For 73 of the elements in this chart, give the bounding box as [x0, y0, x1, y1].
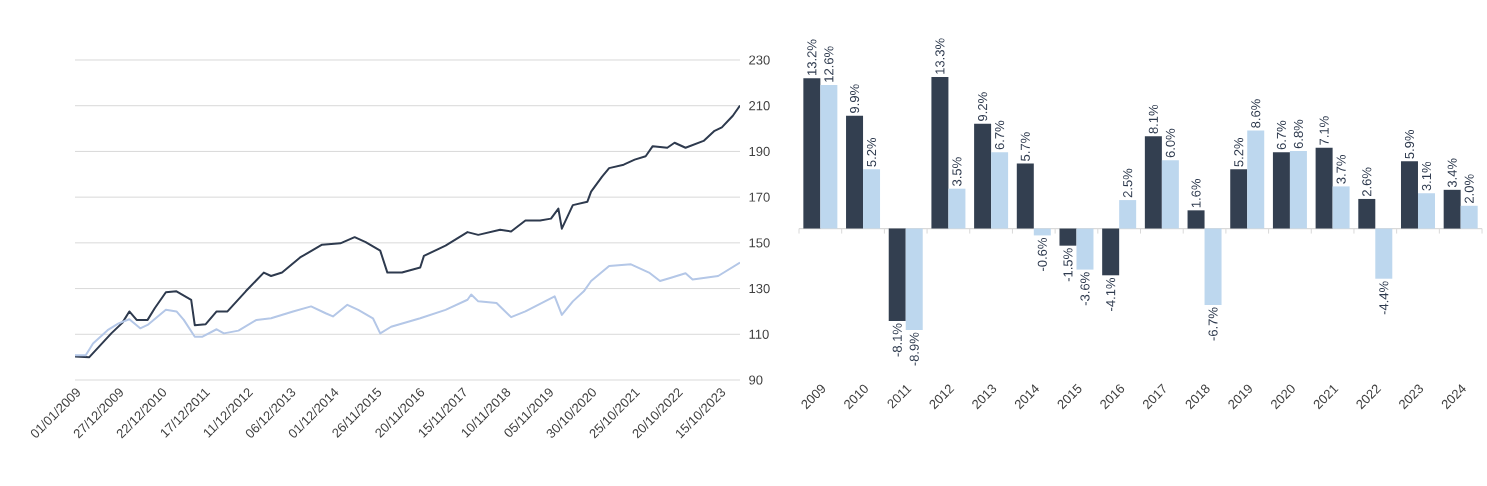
bar — [974, 123, 992, 229]
y-tick-label: 190 — [749, 146, 770, 157]
data-label: 3.7% — [1336, 155, 1346, 184]
y-tick-label: 170 — [749, 192, 770, 202]
bar — [1358, 198, 1376, 229]
data-label: -6.7% — [1208, 307, 1218, 341]
data-label: 6.7% — [995, 120, 1005, 150]
bar — [1460, 205, 1478, 229]
data-label: 8.6% — [1251, 99, 1261, 128]
y-tick-label: 110 — [749, 329, 769, 339]
data-label: 7.1% — [1319, 116, 1329, 145]
bar — [1161, 160, 1179, 229]
data-label: -3.6% — [1080, 272, 1090, 306]
bar — [1332, 186, 1350, 229]
bar — [948, 188, 966, 229]
data-label: -4.4% — [1379, 281, 1389, 315]
bar — [846, 115, 864, 229]
bar — [991, 152, 1009, 229]
bar — [1102, 228, 1120, 276]
bar — [1375, 228, 1393, 279]
bar — [931, 77, 949, 229]
bar — [1204, 228, 1222, 305]
data-label: 5.7% — [1020, 132, 1030, 161]
data-label: 2.0% — [1464, 174, 1474, 203]
data-label: 5.2% — [1234, 137, 1244, 167]
data-label: -0.6% — [1037, 238, 1047, 271]
data-label: 3.4% — [1447, 158, 1457, 188]
data-label: -8.1% — [892, 323, 902, 357]
data-label: 3.5% — [952, 157, 962, 186]
bar — [1315, 147, 1333, 229]
bar — [1076, 228, 1094, 270]
data-label: 3.1% — [1421, 161, 1432, 191]
bar — [1119, 200, 1137, 229]
bar — [1272, 152, 1290, 229]
bar — [863, 169, 881, 229]
data-label: 9.9% — [849, 84, 860, 113]
data-label: 12.6% — [824, 46, 834, 82]
y-tick-label: 150 — [749, 238, 770, 248]
bar — [888, 228, 906, 321]
bar — [1144, 136, 1162, 229]
bar — [1417, 193, 1435, 229]
bar — [1400, 161, 1418, 229]
data-label: 1.6% — [1191, 178, 1201, 208]
bar — [820, 84, 838, 229]
bar — [1059, 228, 1077, 246]
bar — [1187, 210, 1205, 229]
data-label: 9.2% — [978, 92, 988, 121]
data-label: 5.2% — [866, 137, 877, 167]
line-series — [75, 261, 740, 357]
data-label: 6.0% — [1165, 128, 1175, 158]
bar — [1247, 130, 1265, 229]
y-tick-label: 130 — [749, 283, 770, 294]
data-label: 8.1% — [1148, 104, 1158, 134]
bar — [803, 78, 821, 229]
data-label: 6.7% — [1276, 120, 1287, 150]
bar — [905, 228, 923, 330]
data-label: -4.1% — [1106, 277, 1116, 311]
line-series — [75, 104, 740, 359]
data-label: -1.5% — [1063, 248, 1073, 282]
y-tick-label: 90 — [749, 375, 763, 385]
bar — [1230, 169, 1248, 229]
data-label: 5.9% — [1404, 129, 1415, 159]
data-label: 6.8% — [1293, 119, 1304, 149]
data-label: 13.3% — [935, 38, 945, 74]
data-label: 2.5% — [1123, 168, 1133, 198]
data-label: 2.6% — [1362, 167, 1372, 197]
bar — [1289, 151, 1307, 229]
data-label: 13.2% — [807, 39, 817, 75]
bar — [1443, 189, 1461, 229]
y-tick-label: 210 — [749, 101, 770, 111]
data-label: -8.9% — [909, 332, 919, 366]
y-tick-label: 230 — [749, 55, 770, 65]
bar — [1016, 163, 1034, 229]
